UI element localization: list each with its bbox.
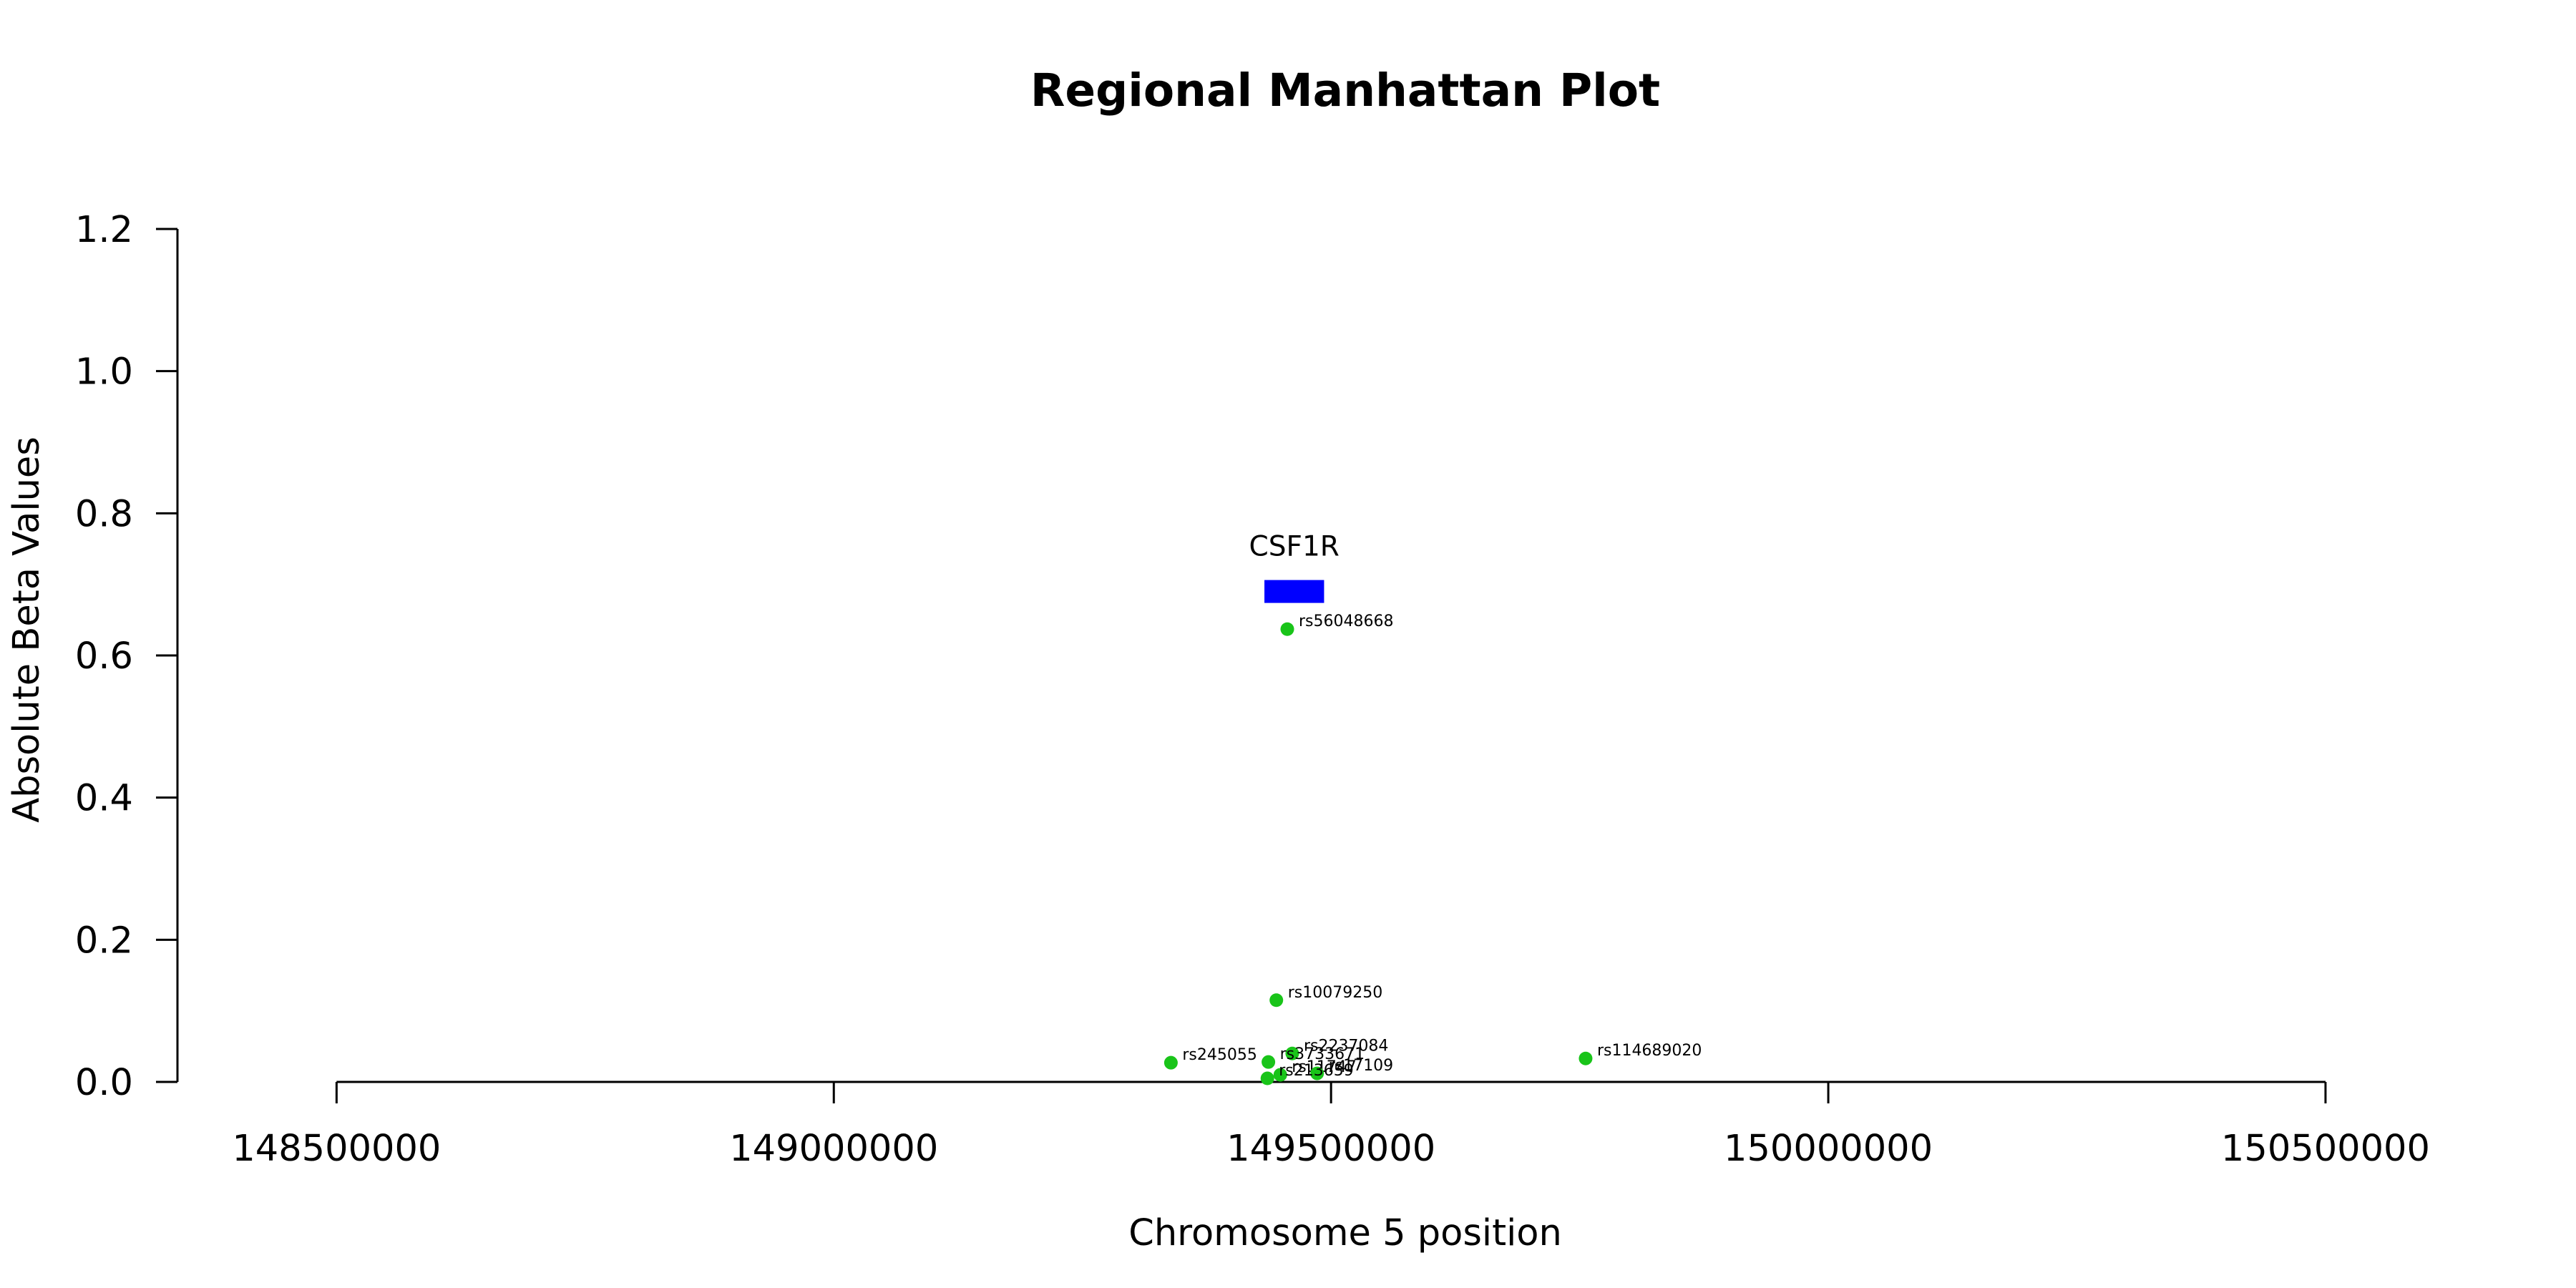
x-axis: 148500000 149000000 149500000 150000000 1505… — [232, 1080, 2430, 1170]
x-tick-label: 150500000 — [2221, 1128, 2430, 1170]
y-tick-label: 0.4 — [75, 778, 133, 820]
snp-label: rs245055 — [1182, 1046, 1257, 1064]
snp-label: rs10079250 — [1288, 984, 1382, 1002]
y-tick-label: 1.0 — [75, 351, 133, 394]
snp-label: rs56048668 — [1299, 613, 1393, 630]
gene-bar-csf1r — [1264, 580, 1324, 603]
snp-point — [1579, 1051, 1593, 1065]
y-tick-label: 1.2 — [75, 209, 133, 251]
snp-label: rs17109 — [1329, 1057, 1394, 1075]
snp-label: rs213659 — [1279, 1062, 1354, 1080]
snp-label: rs11747 — [1292, 1058, 1357, 1076]
y-axis-title: Absolute Beta Values — [6, 436, 48, 823]
x-tick-label: 149000000 — [729, 1128, 938, 1170]
gene-track: CSF1R — [1249, 531, 1340, 603]
snp-point — [1260, 1071, 1274, 1085]
x-tick-label: 150000000 — [1724, 1128, 1933, 1170]
snp-point — [1269, 993, 1284, 1008]
y-tick-label: 0.8 — [75, 493, 133, 535]
snp-point — [1280, 622, 1294, 636]
x-tick-label: 149500000 — [1226, 1128, 1435, 1170]
snp-label: rs3733671 — [1280, 1045, 1365, 1063]
y-tick-label: 0.0 — [75, 1062, 133, 1104]
y-tick-label: 0.2 — [75, 919, 133, 962]
x-tick-label: 148500000 — [232, 1128, 441, 1170]
snp-point — [1310, 1066, 1324, 1080]
chart-title: Regional Manhattan Plot — [1030, 64, 1660, 117]
snp-point — [1262, 1055, 1276, 1069]
gene-label: CSF1R — [1249, 531, 1340, 563]
x-axis-title: Chromosome 5 position — [1128, 1212, 1562, 1254]
snp-label: rs2237084 — [1304, 1037, 1389, 1055]
snp-point — [1163, 1055, 1178, 1070]
snp-points: rs56048668rs10079250rs2237084rs3733671rs… — [1163, 613, 1702, 1085]
y-axis: 0.0 0.2 0.4 0.6 0.8 1.0 1.2 — [75, 209, 179, 1104]
y-tick-label: 0.6 — [75, 635, 133, 678]
snp-point — [1285, 1046, 1299, 1060]
snp-point — [1273, 1068, 1287, 1082]
snp-label: rs114689020 — [1597, 1042, 1702, 1060]
